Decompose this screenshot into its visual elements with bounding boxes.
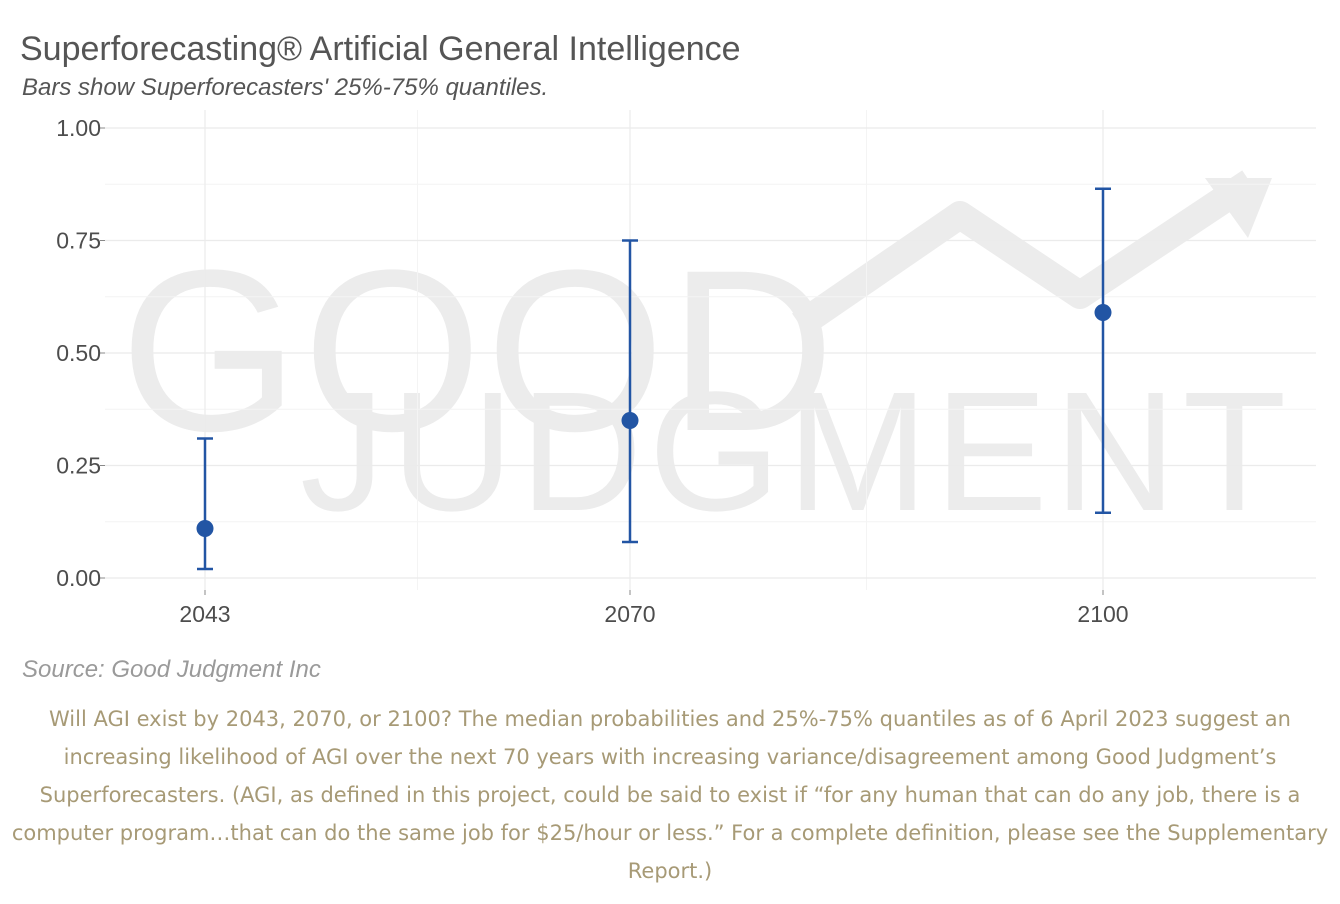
chart-subtitle: Bars show Superforecasters' 25%-75% quan…	[22, 74, 549, 101]
y-tick-label: 0.50	[56, 340, 101, 366]
chart-plot: GOOD JUDGMENT 0.000.250.500.751.00 2043 2…	[56, 110, 1316, 627]
x-axis: 2043 2070 2100	[179, 590, 1129, 627]
y-axis: 0.00 0.25 0.50 0.75 1.00	[56, 115, 105, 591]
y-tick-label: 0.75	[56, 228, 101, 254]
x-tick-label: 2070	[604, 601, 655, 627]
figure-caption: Will AGI exist by 2043, 2070, or 2100? T…	[11, 707, 1329, 883]
x-tick-label: 2043	[179, 601, 230, 627]
watermark-line2: JUDGMENT	[300, 357, 1292, 547]
median-point	[621, 412, 639, 429]
median-point	[196, 520, 214, 537]
y-tick-label: 1.00	[56, 115, 101, 141]
y-tick-label: 0.00	[56, 565, 101, 591]
chart-title: Superforecasting® Artificial General Int…	[20, 30, 741, 68]
watermark-logo: GOOD JUDGMENT	[120, 170, 1292, 547]
watermark-line1: GOOD	[120, 222, 839, 479]
source-note: Source: Good Judgment Inc	[22, 656, 321, 683]
median-point	[1094, 304, 1112, 321]
y-tick-label: 0.25	[56, 453, 101, 479]
x-tick-label: 2100	[1077, 601, 1128, 627]
watermark-arrowhead	[1205, 178, 1272, 238]
data-marks	[196, 187, 1112, 571]
watermark-trend-arrow	[792, 170, 1258, 337]
